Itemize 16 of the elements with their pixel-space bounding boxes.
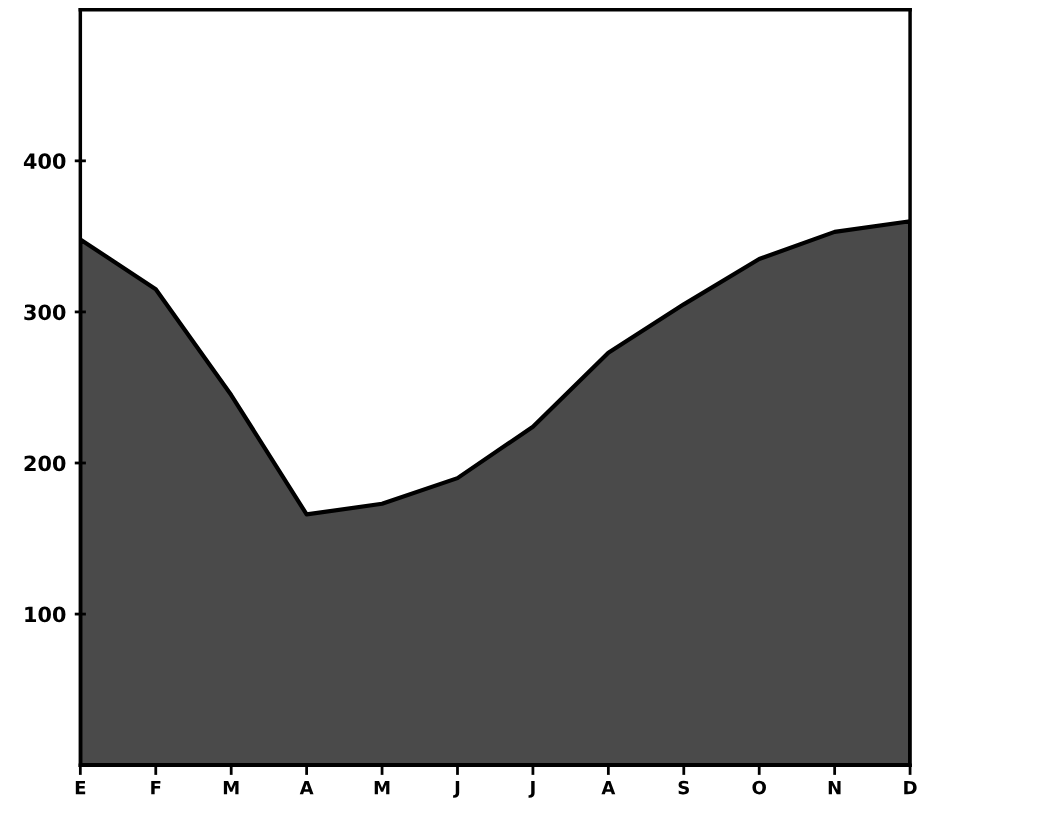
x-tick-label: D — [904, 780, 917, 795]
x-tick-label: M — [223, 780, 239, 795]
x-tick-label: S — [678, 780, 689, 795]
y-tick-label: 100 — [25, 606, 66, 623]
x-tick-label: F — [151, 780, 161, 795]
y-tick-label: 200 — [24, 455, 66, 472]
x-tick-label: A — [299, 780, 314, 795]
x-tick-label: N — [828, 780, 841, 795]
x-tick-label: E — [75, 780, 86, 795]
x-tick-label: J — [453, 780, 460, 798]
x-tick-label: A — [601, 780, 616, 795]
x-tick-label: O — [752, 780, 766, 795]
y-tick-label: 300 — [24, 304, 66, 321]
x-tick-label: M — [374, 780, 390, 795]
y-tick-label: 400 — [23, 153, 66, 170]
x-tick-label: J — [528, 780, 535, 798]
